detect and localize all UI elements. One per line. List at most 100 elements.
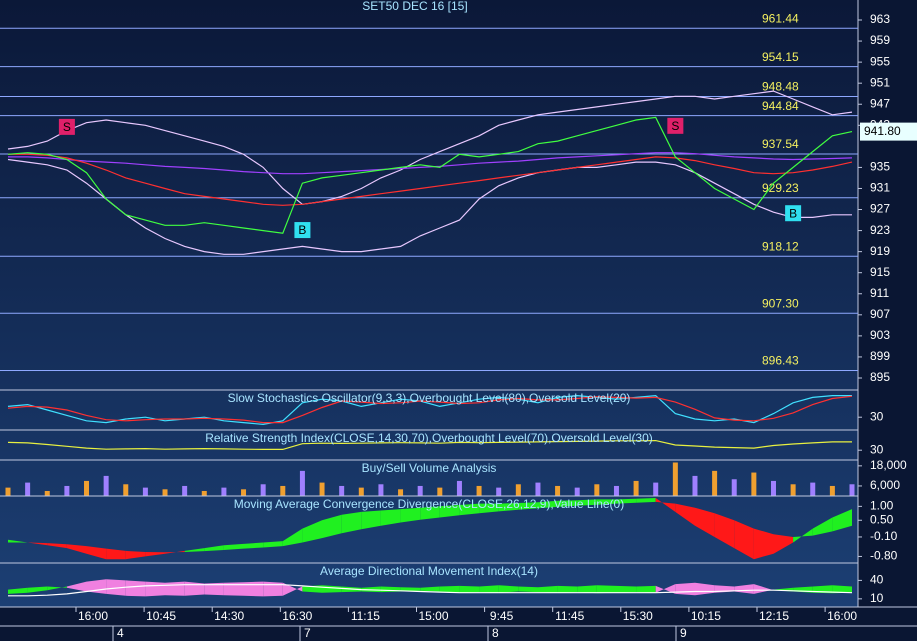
band-fill xyxy=(557,500,578,507)
band-fill xyxy=(616,585,637,593)
series-line xyxy=(7,395,853,424)
band-fill xyxy=(125,550,146,560)
time-label: 15:30 xyxy=(623,609,653,623)
band-fill xyxy=(223,543,244,550)
band-fill xyxy=(596,585,617,594)
time-label: 16:00 xyxy=(827,609,857,623)
time-label: 12:15 xyxy=(759,609,789,623)
band-fill xyxy=(47,586,67,591)
band-fill xyxy=(263,581,283,597)
band-fill xyxy=(714,513,735,549)
band-fill xyxy=(538,585,558,593)
band-fill xyxy=(66,581,87,592)
volume-bar xyxy=(829,485,835,496)
volume-bar xyxy=(142,487,148,496)
volume-bar xyxy=(319,482,325,496)
y-tick-label: 947 xyxy=(870,96,890,110)
y-tick-label: 899 xyxy=(870,349,890,363)
panel-title: SET50 DEC 16 [15] xyxy=(362,0,467,13)
band-fill xyxy=(27,586,48,593)
band-fill xyxy=(793,528,813,543)
band-fill xyxy=(518,586,538,593)
band-fill xyxy=(8,539,28,543)
day-label: 9 xyxy=(680,626,687,640)
volume-bar xyxy=(633,480,639,496)
band-fill xyxy=(165,581,185,596)
volume-bar xyxy=(515,484,521,496)
band-fill xyxy=(439,505,460,518)
volume-bar xyxy=(456,480,462,496)
band-fill xyxy=(675,503,695,526)
band-fill xyxy=(439,585,460,593)
band-fill xyxy=(459,503,480,516)
time-label: 10:15 xyxy=(691,609,721,623)
volume-bar xyxy=(672,462,678,496)
band-fill xyxy=(380,509,401,526)
band-fill xyxy=(812,517,833,536)
volume-bar xyxy=(64,485,70,496)
series-line xyxy=(8,153,853,206)
band-fill xyxy=(243,581,264,597)
band-fill xyxy=(47,543,67,549)
y-tick-label: 955 xyxy=(870,54,890,68)
signal-marker xyxy=(667,117,684,134)
y-tick-label: 915 xyxy=(870,265,890,279)
band-fill xyxy=(145,552,165,557)
band-fill xyxy=(184,581,205,596)
panel-title: Average Directional Movement Index(14) xyxy=(320,564,538,578)
y-tick-label: 903 xyxy=(870,328,890,342)
level-label: 918.12 xyxy=(762,239,799,253)
band-fill xyxy=(322,514,342,539)
band-fill xyxy=(538,500,558,509)
y-tick-label: 895 xyxy=(870,370,890,384)
band-fill xyxy=(616,498,637,504)
level-label: 948.48 xyxy=(762,80,799,94)
band-fill xyxy=(106,548,126,560)
band-fill xyxy=(577,499,597,506)
volume-bar xyxy=(574,487,580,496)
volume-bar xyxy=(594,484,600,496)
signal-label: S xyxy=(671,119,679,133)
level-label: 944.84 xyxy=(762,99,799,113)
band-fill xyxy=(479,503,499,514)
last-price-label: 941.80 xyxy=(864,124,901,138)
time-label: 14:30 xyxy=(214,609,244,623)
band-fill xyxy=(282,528,303,547)
y-tick-label: 1.00 xyxy=(870,499,894,513)
band-fill xyxy=(832,509,852,532)
band-fill xyxy=(636,585,656,593)
y-tick-label: 911 xyxy=(870,286,889,300)
band-fill xyxy=(675,582,695,596)
band-fill xyxy=(596,499,617,505)
volume-bar xyxy=(692,475,698,496)
panel-title: Relative Strength Index(CLOSE,14,30,70),… xyxy=(205,431,653,445)
series-line xyxy=(8,152,853,175)
band-fill xyxy=(400,507,421,523)
y-tick-label: 907 xyxy=(870,307,890,321)
level-label: 954.15 xyxy=(762,50,799,64)
time-label: 16:30 xyxy=(282,609,312,623)
series-line xyxy=(8,584,853,597)
volume-bar xyxy=(44,490,50,496)
band-fill xyxy=(655,584,676,594)
level-label: 896.43 xyxy=(762,354,799,368)
time-label: 11:45 xyxy=(555,609,584,623)
band-fill xyxy=(695,507,715,537)
time-label: 10:45 xyxy=(146,609,176,623)
y-tick-label: 18,000 xyxy=(870,458,907,472)
signal-label: S xyxy=(63,120,71,134)
band-fill xyxy=(27,542,48,546)
band-fill xyxy=(8,587,28,594)
signal-marker xyxy=(58,118,75,135)
time-label: 16:00 xyxy=(78,609,108,623)
band-fill xyxy=(420,506,440,520)
y-tick-label: 923 xyxy=(870,223,890,237)
band-fill xyxy=(832,585,852,594)
band-fill xyxy=(282,582,303,596)
level-label: 961.44 xyxy=(762,11,799,25)
volume-bar xyxy=(103,475,109,496)
volume-bar xyxy=(437,487,443,496)
series-line xyxy=(7,158,852,255)
band-fill xyxy=(518,502,538,510)
